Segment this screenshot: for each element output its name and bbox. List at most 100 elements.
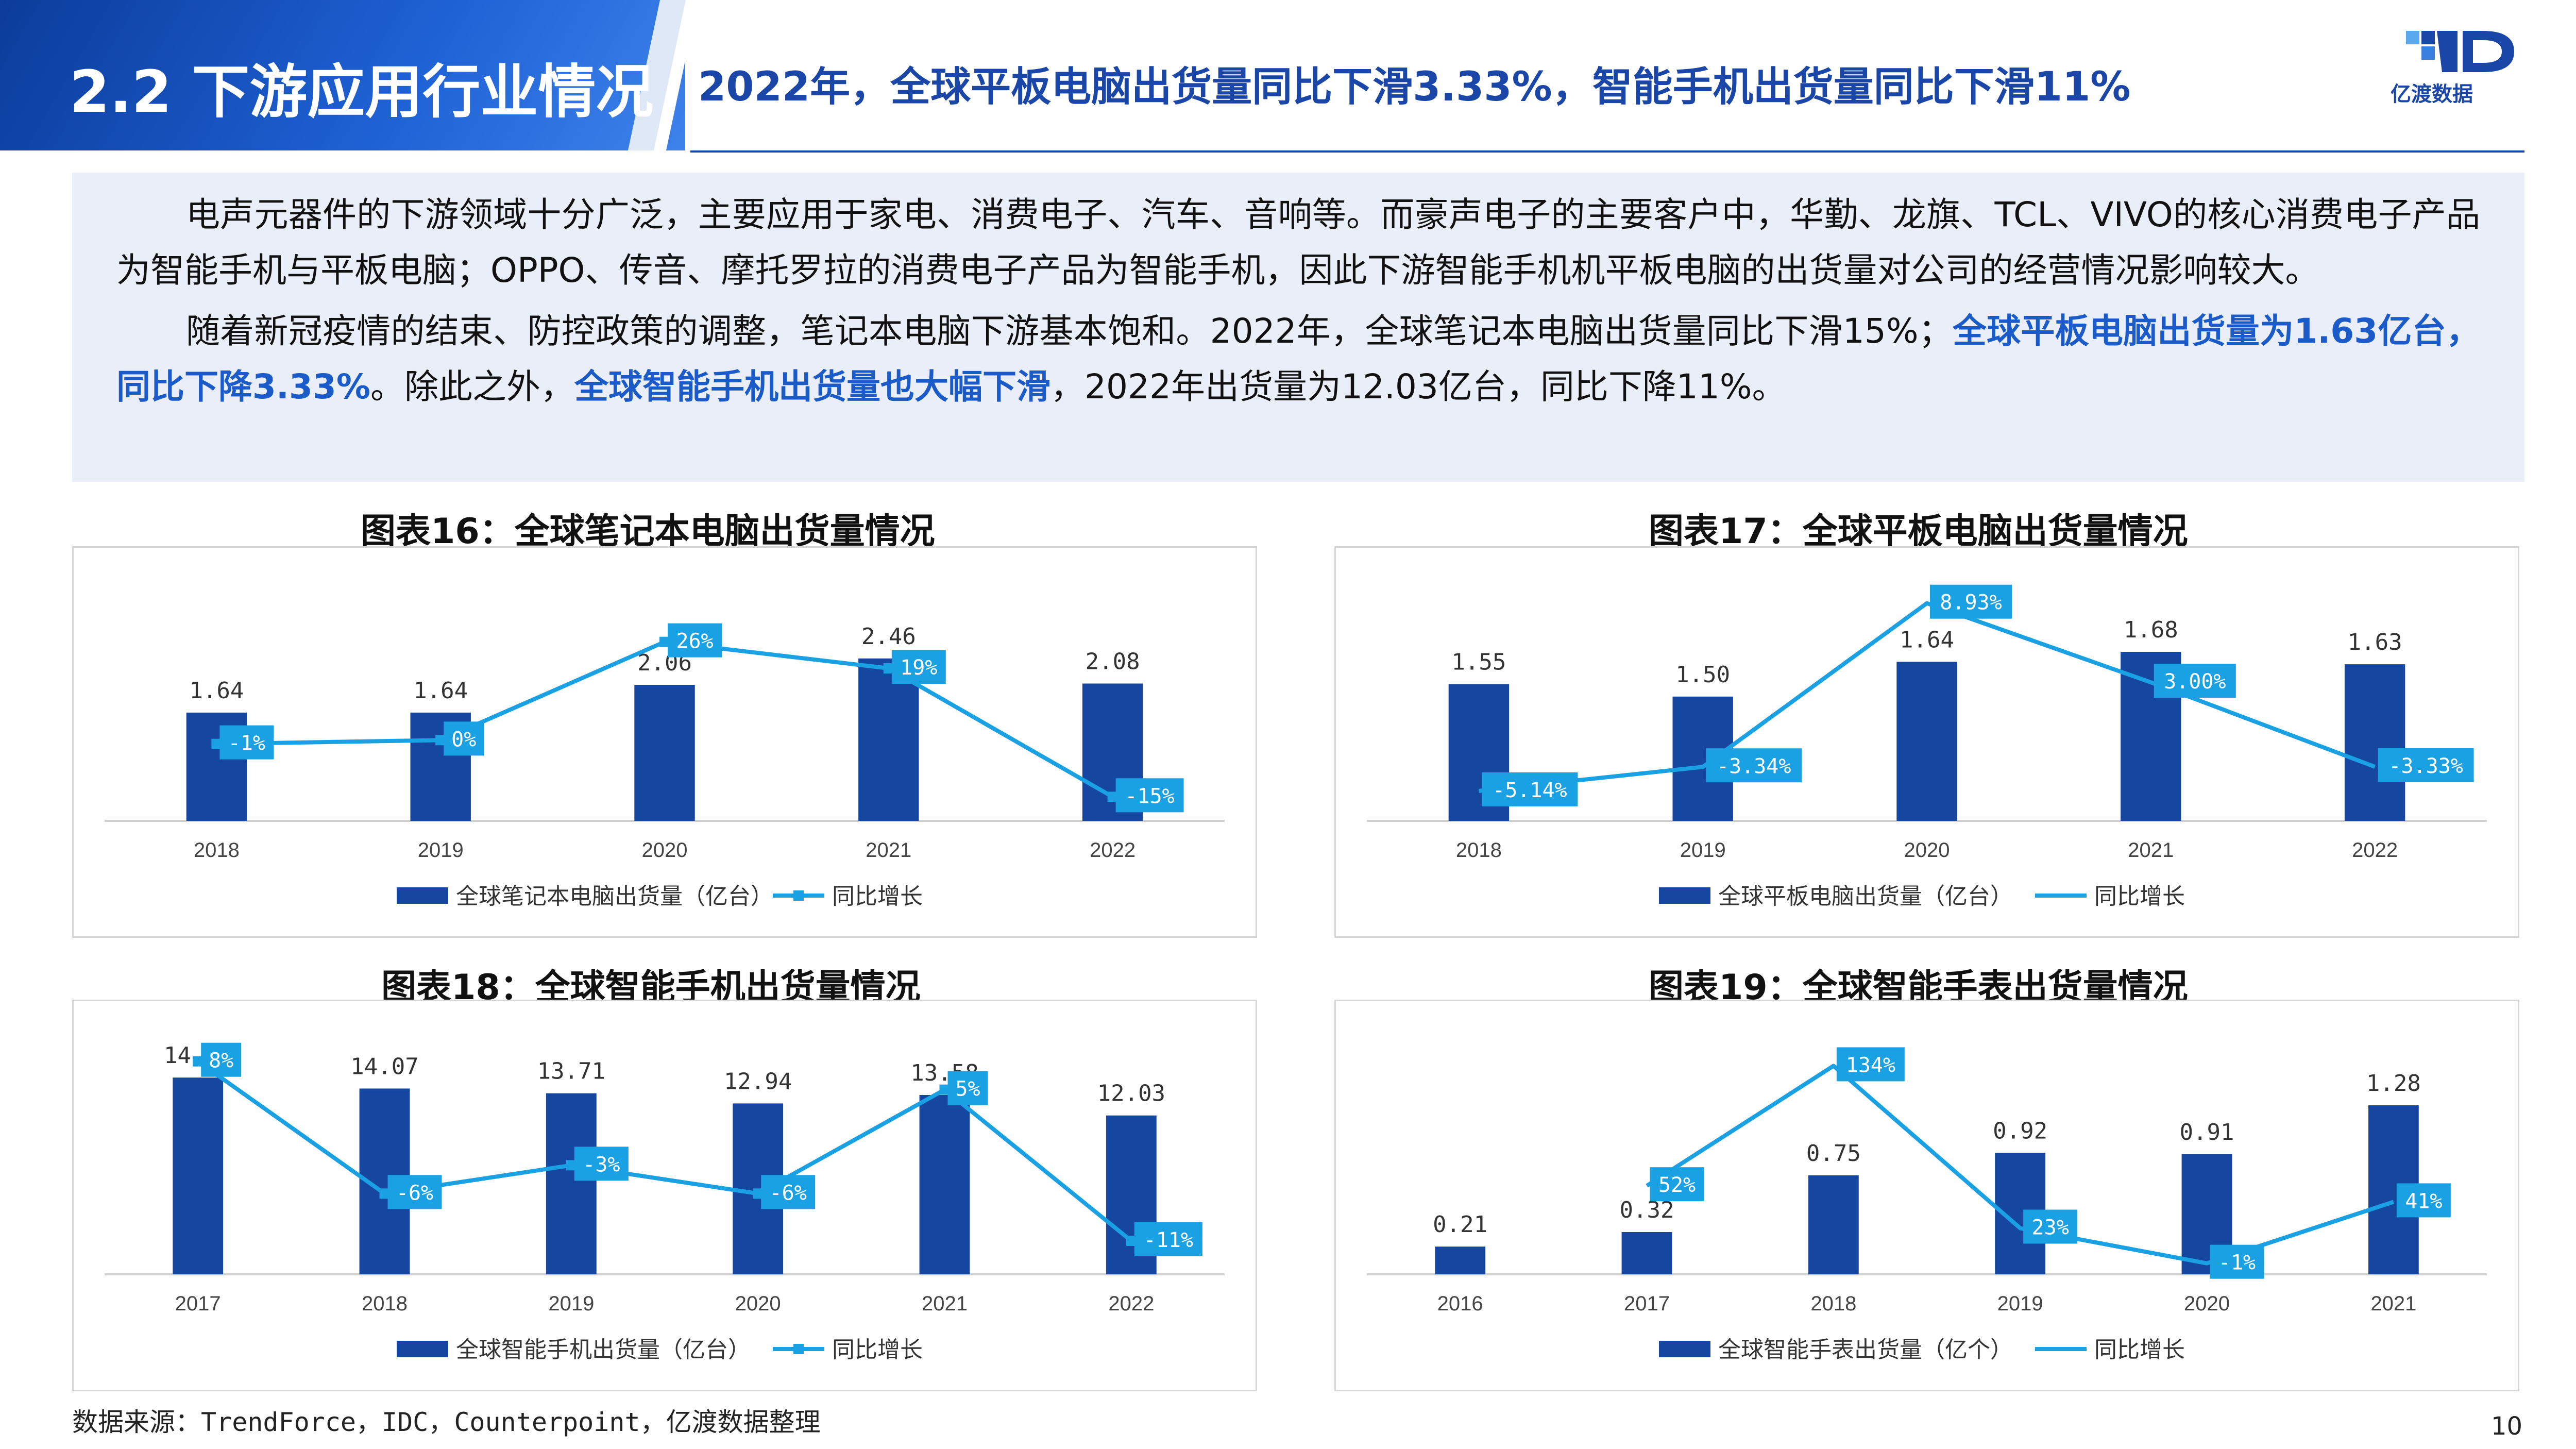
intro-highlight: 全球智能手机出货量也大幅下滑	[574, 367, 1050, 407]
growth-marker	[939, 1084, 950, 1095]
chart-19-svg: 0.21 2016 0.32 2017 0.75 2018 0.92 2019 0.91 2020…	[1367, 1047, 2487, 1362]
growth-label: -15%	[1125, 784, 1174, 808]
growth-label: 0%	[451, 728, 476, 751]
x-tick-label: 2018	[362, 1292, 408, 1315]
bar	[1621, 1232, 1672, 1274]
x-tick-label: 2020	[735, 1292, 781, 1315]
x-tick-label: 2020	[2184, 1292, 2230, 1315]
growth-marker	[379, 1188, 390, 1199]
section-title: 2.2 下游应用行业情况	[70, 59, 654, 126]
bar	[919, 1095, 970, 1274]
header-rule	[690, 150, 2524, 153]
logo-icon	[2406, 31, 2514, 72]
x-tick-label: 2018	[1456, 839, 1502, 862]
bar-value-label: 0.91	[2180, 1119, 2234, 1145]
growth-label-box	[891, 650, 946, 684]
chart-title-17: 图表17：全球平板电脑出货量情况	[1649, 511, 2188, 552]
x-tick-label: 2021	[922, 1292, 968, 1315]
growth-label: -3.34%	[1717, 754, 1791, 778]
intro-highlight: 全球平板电脑出货量为1.63亿台，同比下降3.33%	[116, 311, 2480, 407]
header-banner	[0, 0, 685, 150]
x-tick-label: 2019	[418, 839, 464, 862]
bar-value-label: 14.07	[350, 1053, 418, 1080]
legend-bar-label: 全球平板电脑出货量（亿台）	[1718, 884, 2013, 909]
growth-label: 52%	[1658, 1173, 1696, 1197]
growth-label-box	[1115, 778, 1184, 813]
growth-marker	[435, 735, 446, 746]
growth-marker	[211, 738, 222, 749]
bar-value-label: 1.55	[1451, 649, 1506, 676]
bar-value-label: 1.50	[1675, 662, 1730, 688]
chart-18: 14.90 2017 14.07 2018 13.71 2019 12.94 2020 13.5…	[72, 1000, 1257, 1391]
intro-paragraph-2: 随着新冠疫情的结束、防控政策的调整，笔记本电脑下游基本饱和。2022年，全球笔记…	[116, 304, 2480, 415]
bar-value-label: 2.08	[1086, 649, 1140, 675]
bar	[1896, 662, 1957, 821]
x-tick-label: 2020	[642, 839, 688, 862]
growth-label: 8%	[209, 1049, 233, 1073]
growth-label-box	[387, 1175, 442, 1209]
growth-label: 3.00%	[2164, 670, 2226, 694]
growth-label: -5.14%	[1493, 779, 1567, 802]
growth-label: 134%	[1846, 1053, 1895, 1077]
x-tick-label: 2022	[2352, 839, 2398, 862]
bar	[858, 658, 919, 821]
x-tick-label: 2021	[866, 839, 911, 862]
intro-text: 随着新冠疫情的结束、防控政策的调整，笔记本电脑下游基本饱和。2022年，全球笔记…	[186, 311, 1953, 351]
x-tick-label: 2021	[2370, 1292, 2416, 1315]
intro-text: ，2022年出货量为12.03亿台，同比下降11%。	[1050, 367, 1786, 407]
x-tick-label: 2021	[2128, 839, 2174, 862]
growth-label: 41%	[2405, 1189, 2442, 1213]
x-tick-label: 2022	[1090, 839, 1136, 862]
growth-label-box	[219, 725, 274, 760]
chart-19: 0.21 2016 0.32 2017 0.75 2018 0.92 2019 0.91 2020…	[1334, 1000, 2519, 1391]
growth-label-box	[1482, 772, 1578, 806]
growth-label-box	[1706, 748, 1802, 783]
bar	[546, 1093, 597, 1274]
legend-line-marker	[793, 890, 804, 901]
growth-label-box	[201, 1042, 242, 1077]
bar-value-label: 1.64	[413, 678, 468, 704]
growth-label-box	[1134, 1222, 1202, 1256]
growth-label: -3.33%	[2388, 754, 2463, 778]
bar-value-label: 1.64	[1900, 627, 1954, 653]
legend-bar-label: 全球智能手表出货量（亿个）	[1718, 1337, 2013, 1362]
legend-bar-swatch	[1659, 887, 1710, 904]
x-tick-label: 2016	[1437, 1292, 1483, 1315]
legend-line-marker	[793, 1344, 804, 1354]
chart-18-svg: 14.90201714.07201813.71201912.94202013.5…	[105, 1042, 1225, 1362]
chart-title-16: 图表16：全球笔记本电脑出货量情况	[361, 511, 935, 552]
bar-value-label: 0.92	[1993, 1118, 2047, 1144]
growth-label-box	[574, 1147, 629, 1181]
growth-label: -3%	[583, 1153, 620, 1176]
growth-label-box	[2396, 1183, 2451, 1218]
chart-16-svg: 1.6420181.6420192.0620202.4620212.082022…	[105, 623, 1225, 909]
x-tick-label: 2019	[1997, 1292, 2043, 1315]
growth-line	[196, 1059, 1133, 1243]
legend-bar-swatch	[1659, 1341, 1710, 1357]
growth-label-box	[1650, 1167, 1704, 1202]
growth-label-box	[2378, 748, 2474, 783]
legend-bar-label: 全球笔记本电脑出货量（亿台）	[456, 884, 773, 909]
x-tick-label: 2018	[1810, 1292, 1856, 1315]
bar	[173, 1077, 224, 1274]
bar-value-label: 12.94	[724, 1068, 792, 1094]
intro-text: 。除此之外，	[370, 367, 574, 407]
growth-marker	[1107, 791, 1118, 802]
page-headline: 2022年，全球平板电脑出货量同比下滑3.33%，智能手机出货量同比下滑11%	[698, 64, 2131, 110]
growth-label-box	[2023, 1209, 2078, 1244]
x-tick-label: 2020	[1904, 839, 1950, 862]
bar-value-label: 13.71	[537, 1058, 605, 1085]
growth-marker	[753, 1188, 764, 1199]
growth-marker	[883, 663, 894, 673]
growth-label-box	[1836, 1047, 1905, 1082]
legend-bar-swatch	[397, 1341, 448, 1357]
growth-label: -6%	[396, 1181, 433, 1205]
bar-value-label: 0.32	[1620, 1197, 1674, 1223]
growth-marker	[659, 636, 670, 647]
intro-paragraph-1: 电声元器件的下游领域十分广泛，主要应用于家电、消费电子、汽车、音响等。而豪声电子…	[116, 195, 2480, 290]
bar-value-label: 1.68	[2124, 617, 2178, 643]
growth-label: 19%	[900, 656, 937, 680]
growth-marker	[566, 1160, 577, 1171]
growth-line	[1478, 601, 2376, 793]
growth-label: -11%	[1144, 1228, 1193, 1252]
